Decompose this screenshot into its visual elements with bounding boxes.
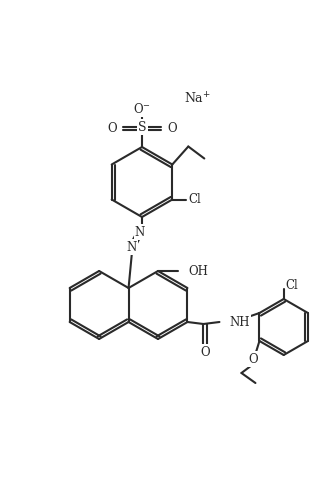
Text: O: O xyxy=(107,122,117,134)
Text: Cl: Cl xyxy=(286,279,299,291)
Text: N: N xyxy=(135,225,145,239)
Text: O: O xyxy=(201,345,210,359)
Text: S: S xyxy=(138,121,146,133)
Text: NH: NH xyxy=(230,316,250,329)
Text: O: O xyxy=(167,122,177,134)
Text: Na$^{+}$: Na$^{+}$ xyxy=(183,91,211,107)
Text: Cl: Cl xyxy=(188,193,201,206)
Text: O: O xyxy=(249,353,258,366)
Text: N: N xyxy=(127,241,137,253)
Text: O$^{-}$: O$^{-}$ xyxy=(133,102,151,116)
Text: OH: OH xyxy=(188,264,208,278)
